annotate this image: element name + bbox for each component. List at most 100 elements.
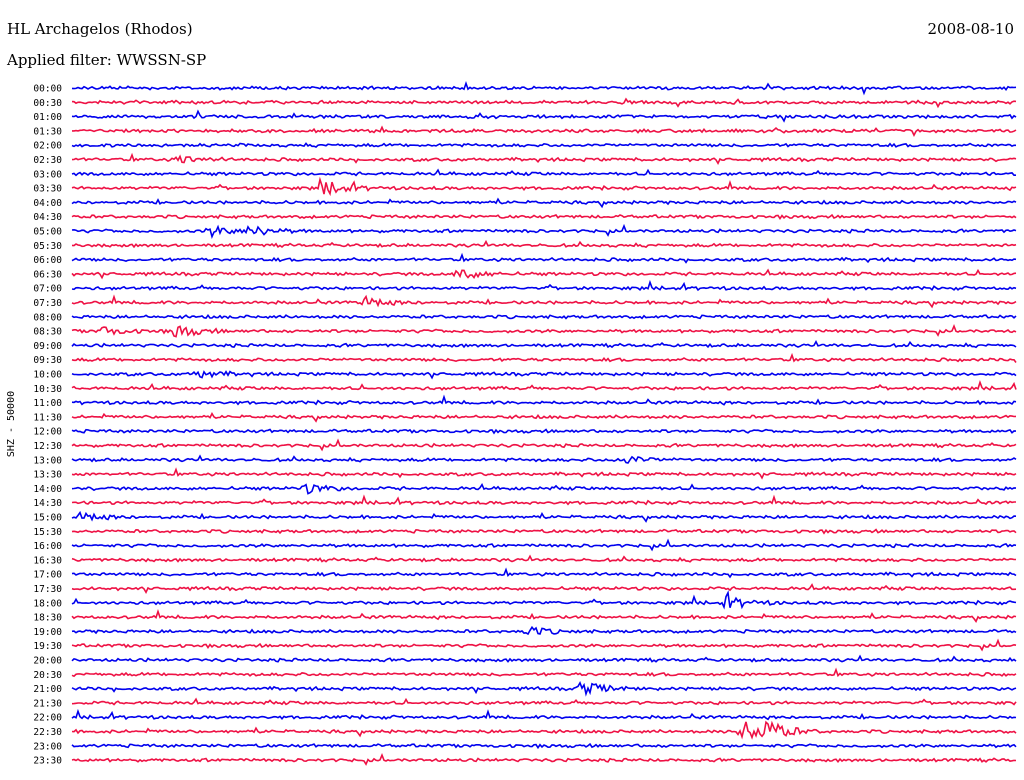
seismic-trace [71,428,1017,435]
seismic-trace [72,125,1017,138]
seismic-trace [71,708,1017,721]
seismic-trace [71,323,1017,338]
seismic-trace [71,438,1017,452]
seismic-trace [71,313,1017,320]
seismic-trace [71,339,1017,349]
seismic-trace [71,742,1017,750]
time-tick-label: 02:30 [33,155,62,166]
seismic-trace [71,554,1016,563]
station-title: HL Archagelos (Rhodos) [7,20,193,38]
seismic-trace [71,483,1017,495]
seismic-trace [71,454,1017,464]
seismic-trace [71,239,1017,249]
seismic-trace [71,608,1017,624]
time-tick-label: 12:30 [33,441,62,452]
time-tick-label: 15:30 [33,527,62,538]
seismic-trace [71,510,1017,523]
seismic-trace [71,654,1017,663]
time-tick-label: 11:30 [33,412,62,423]
seismic-trace [71,197,1017,209]
seismic-trace [71,252,1017,264]
time-tick-label: 12:00 [33,427,62,438]
seismic-trace [71,697,1017,706]
time-tick-label: 23:30 [33,756,62,767]
seismic-trace [71,142,1016,149]
time-tick-label: 17:00 [33,570,62,581]
seismic-trace [71,294,1017,309]
seismic-trace [71,152,1017,166]
time-tick-label: 10:00 [33,370,62,381]
time-tick-label: 10:30 [33,384,62,395]
time-tick-label: 00:00 [33,84,62,95]
time-tick-label: 03:00 [33,169,62,180]
seismic-trace [71,638,1017,652]
seismic-trace [71,352,1017,363]
traces-group [71,80,1017,766]
seismic-trace [71,411,1017,423]
record-date: 2008-08-10 [927,20,1014,38]
time-tick-label: 11:00 [33,398,62,409]
seismic-trace [71,109,1017,123]
filter-label: Applied filter: WWSSN-SP [7,51,207,69]
time-tick-label: 19:30 [33,641,62,652]
seismic-trace [71,97,1017,109]
time-tick-label: 07:00 [33,284,62,295]
seismic-trace [71,625,1017,636]
seismic-trace [71,528,1017,535]
time-tick-label: 20:00 [33,656,62,667]
time-tick-label: 20:30 [33,670,62,681]
time-tick-label: 06:30 [33,269,62,280]
seismic-trace [71,379,1017,392]
time-tick-label: 09:30 [33,355,62,366]
time-tick-label: 06:00 [33,255,62,266]
time-tick-label: 08:30 [33,327,62,338]
seismic-trace [71,720,1017,740]
seismic-trace [71,494,1016,506]
time-tick-labels: 00:00 00:30 01:00 01:30 02:00 02:30 03:00 03:30… [33,84,62,767]
time-tick-label: 00:30 [33,98,62,109]
time-tick-label: 17:30 [33,584,62,595]
seismic-trace [71,223,1017,239]
time-tick-label: 01:30 [33,126,62,137]
time-tick-label: 21:00 [33,684,62,695]
seismic-trace [71,467,1017,480]
time-tick-label: 22:30 [33,727,62,738]
time-tick-label: 19:00 [33,627,62,638]
seismic-trace [71,80,1017,96]
seismic-trace [71,268,1017,280]
time-tick-label: 05:30 [33,241,62,252]
time-tick-label: 08:00 [33,312,62,323]
time-tick-label: 16:30 [33,555,62,566]
time-tick-label: 01:00 [33,112,62,123]
time-tick-label: 23:00 [33,741,62,752]
seismic-trace [71,168,1016,177]
seismic-trace [71,752,1017,766]
time-tick-label: 18:30 [33,613,62,624]
time-tick-label: 14:00 [33,484,62,495]
seismic-trace [71,590,1017,610]
time-tick-label: 04:00 [33,198,62,209]
y-axis-label: SHZ - 50000 [6,391,17,457]
time-tick-label: 22:00 [33,713,62,724]
time-tick-label: 16:00 [33,541,62,552]
time-tick-label: 02:00 [33,141,62,152]
time-tick-label: 04:30 [33,212,62,223]
time-tick-label: 05:00 [33,227,62,238]
time-tick-label: 03:30 [33,184,62,195]
seismic-trace [71,394,1017,406]
seismic-trace [71,370,1017,380]
time-tick-label: 13:30 [33,470,62,481]
seismic-trace [71,681,1017,697]
time-tick-label: 15:00 [33,513,62,524]
time-tick-label: 09:00 [33,341,62,352]
seismic-trace [71,213,1017,221]
time-tick-label: 14:30 [33,498,62,509]
time-tick-label: 13:00 [33,455,62,466]
time-tick-label: 18:00 [33,598,62,609]
seismic-trace [71,583,1017,595]
seismic-trace [71,279,1017,292]
seismic-trace [71,538,1017,552]
time-tick-label: 21:30 [33,698,62,709]
seismic-trace [71,567,1017,579]
